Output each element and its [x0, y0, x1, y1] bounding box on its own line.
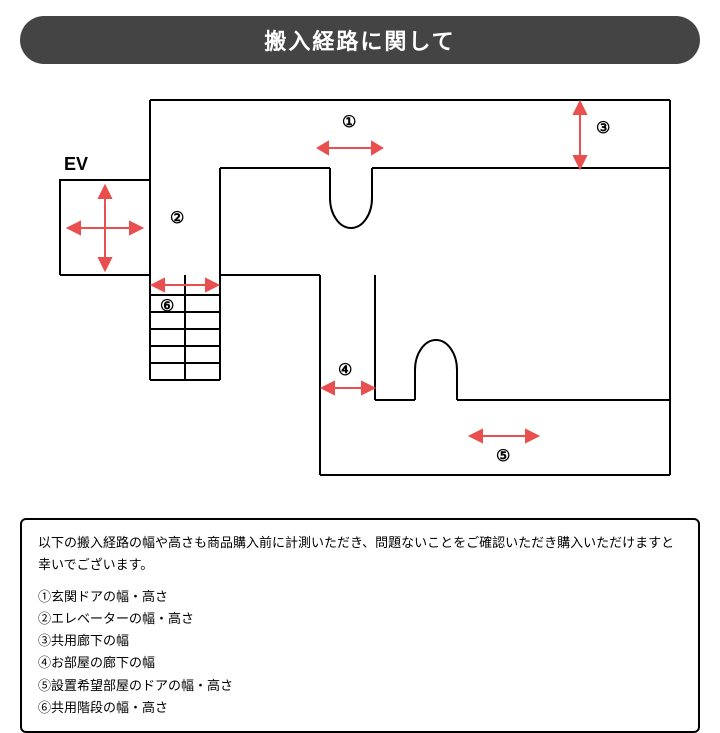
info-lead: 以下の搬入経路の幅や高さも商品購入前に計測いただき、問題ないことをご確認いただき… — [38, 532, 682, 576]
info-item-1: ①玄関ドアの幅・高さ — [38, 586, 682, 608]
ev-label: EV — [64, 154, 88, 175]
arrow-1 — [318, 142, 382, 154]
info-item-3: ③共用廊下の幅 — [38, 630, 682, 652]
info-item-6: ⑥共用階段の幅・高さ — [38, 697, 682, 719]
marker-2: ② — [170, 208, 184, 228]
marker-1: ① — [342, 112, 356, 132]
info-item-2: ②エレベーターの幅・高さ — [38, 608, 682, 630]
arrow-3 — [574, 102, 586, 168]
floorplan-diagram: EV ① ② ③ ④ ⑤ ⑥ — [20, 80, 700, 500]
info-item-5: ⑤設置希望部屋のドアの幅・高さ — [38, 675, 682, 697]
arrow-4 — [322, 382, 374, 394]
marker-3: ③ — [596, 118, 610, 138]
floorplan-svg — [20, 80, 700, 500]
arrow-2 — [68, 186, 142, 270]
arrow-5 — [470, 430, 538, 442]
marker-5: ⑤ — [496, 446, 510, 466]
title-bar: 搬入経路に関して — [20, 16, 700, 64]
info-item-4: ④お部屋の廊下の幅 — [38, 652, 682, 674]
marker-6: ⑥ — [160, 296, 174, 316]
marker-4: ④ — [338, 360, 352, 380]
page-title: 搬入経路に関して — [264, 24, 455, 56]
info-box: 以下の搬入経路の幅や高さも商品購入前に計測いただき、問題ないことをご確認いただき… — [20, 518, 700, 733]
info-items: ①玄関ドアの幅・高さ ②エレベーターの幅・高さ ③共用廊下の幅 ④お部屋の廊下の… — [38, 586, 682, 719]
